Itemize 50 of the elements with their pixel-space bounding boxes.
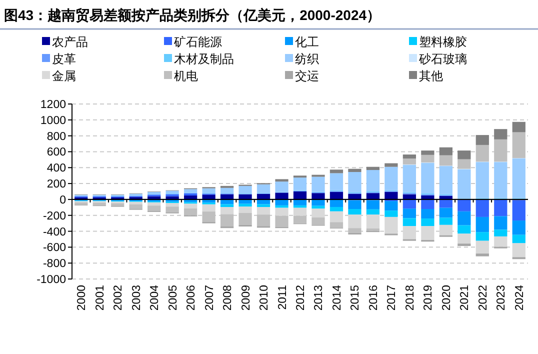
y-tick-label: 200 [46,178,66,191]
x-tick-label: 2020 [440,285,453,311]
y-tick-label: -200 [42,210,66,222]
x-tick-label: 2017 [386,285,398,311]
x-tick-label: 2014 [331,284,344,311]
legend-label: 纺织 [295,52,319,66]
x-tick-label: 2006 [186,285,198,311]
y-tick-label: -1000 [36,274,66,286]
x-tick-label: 2022 [477,285,490,311]
x-tick-label: 2015 [350,285,362,311]
y-tick-label: 400 [46,162,66,175]
x-tick-label: 2018 [404,285,416,311]
x-tick-label: 2019 [422,285,435,311]
y-tick-label: 1200 [40,99,66,111]
legend-label: 其他 [419,69,443,83]
legend-label: 塑料橡胶 [419,35,467,49]
x-tick-label: 2010 [258,285,271,311]
legend-label: 化工 [295,35,319,49]
x-tick-label: 2009 [240,285,252,311]
legend-label: 农产品 [52,35,88,49]
y-tick-label: 800 [46,130,66,143]
x-tick-label: 2001 [94,285,106,311]
x-tick-label: 2016 [368,285,380,311]
x-tick-label: 2005 [167,285,180,311]
y-tick-label: 0 [60,194,66,206]
x-tick-label: 2021 [459,285,472,311]
x-tick-label: 2023 [496,285,508,311]
legend-label: 机电 [174,69,198,83]
x-tick-label: 2002 [112,285,125,311]
y-tick-label: 1000 [40,114,66,127]
legend-label: 矿石能源 [173,35,222,49]
y-tick-label: -800 [42,258,66,270]
legend-label: 金属 [52,69,76,83]
x-tick-label: 2007 [204,285,216,311]
x-tick-label: 2013 [313,285,326,311]
x-tick-label: 2004 [149,284,162,311]
legend-label: 砂石玻璃 [418,52,467,66]
x-tick-label: 2008 [222,285,234,311]
x-tick-label: 2012 [295,285,307,311]
y-tick-label: 600 [46,146,66,159]
y-tick-label: -400 [42,226,66,238]
legend-label: 皮革 [52,52,76,66]
chart-title: 图43：越南贸易差额按产品类别拆分（亿美元，2000-2024） [4,7,381,23]
legend-label: 交运 [295,69,319,83]
legend-label: 木材及制品 [174,52,234,66]
x-tick-label: 2003 [130,285,143,311]
y-tick-label: -600 [42,242,66,254]
x-tick-label: 2024 [514,284,526,311]
x-tick-label: 2000 [76,285,88,311]
x-tick-label: 2011 [276,285,289,310]
